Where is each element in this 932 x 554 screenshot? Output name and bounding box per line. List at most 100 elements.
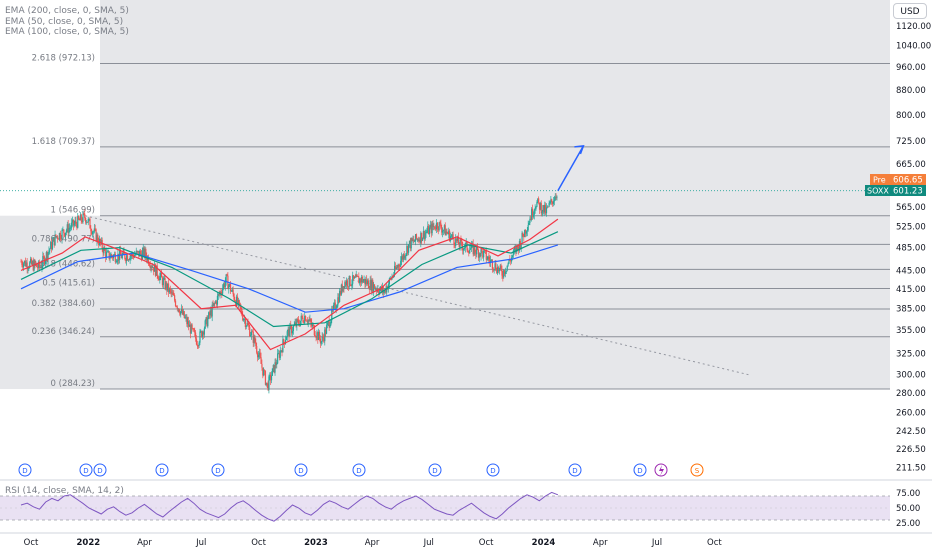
candle-body[interactable] — [338, 297, 340, 303]
candle-body[interactable] — [339, 290, 342, 295]
candle-body[interactable] — [274, 362, 276, 373]
candle-body[interactable] — [260, 357, 262, 364]
candle-body[interactable] — [114, 253, 116, 262]
candle-body[interactable] — [190, 324, 192, 334]
candle-body[interactable] — [153, 264, 156, 272]
candle-body[interactable] — [359, 278, 362, 283]
candle-body[interactable] — [34, 261, 36, 265]
candle-body[interactable] — [318, 331, 320, 341]
candle-body[interactable] — [541, 211, 543, 214]
candle-body[interactable] — [522, 232, 524, 237]
candle-body[interactable] — [350, 285, 352, 287]
candle-body[interactable] — [273, 365, 275, 373]
currency-button[interactable]: USD — [893, 3, 927, 19]
candle-body[interactable] — [491, 259, 493, 269]
dividend-marker-icon[interactable] — [633, 463, 647, 477]
candle-body[interactable] — [407, 244, 410, 253]
candle-body[interactable] — [315, 336, 317, 338]
candle-body[interactable] — [512, 250, 514, 256]
candle-body[interactable] — [538, 202, 541, 210]
candle-body[interactable] — [21, 261, 23, 265]
candle-body[interactable] — [224, 281, 226, 288]
candle-body[interactable] — [75, 220, 77, 224]
candle-body[interactable] — [57, 236, 59, 239]
candle-body[interactable] — [188, 324, 191, 327]
candle-body[interactable] — [54, 234, 56, 246]
candle-body[interactable] — [269, 374, 271, 377]
candle-body[interactable] — [445, 231, 447, 236]
candle-body[interactable] — [355, 274, 357, 278]
candle-body[interactable] — [423, 231, 425, 240]
candle-body[interactable] — [397, 264, 399, 268]
candle-body[interactable] — [532, 214, 535, 217]
candle-body[interactable] — [427, 225, 429, 232]
candle-body[interactable] — [529, 218, 531, 223]
candle-body[interactable] — [366, 279, 368, 285]
candle-body[interactable] — [166, 282, 168, 291]
candle-body[interactable] — [324, 329, 326, 342]
candle-body[interactable] — [284, 340, 287, 345]
candle-body[interactable] — [85, 221, 88, 223]
candle-body[interactable] — [251, 331, 253, 333]
candle-body[interactable] — [479, 253, 481, 257]
candle-body[interactable] — [193, 328, 195, 332]
candle-body[interactable] — [86, 221, 88, 223]
candle-body[interactable] — [311, 322, 313, 327]
candle-body[interactable] — [229, 283, 232, 292]
candle-body[interactable] — [416, 238, 418, 240]
candle-body[interactable] — [288, 328, 290, 337]
candle-body[interactable] — [371, 280, 373, 291]
dividend-marker-icon[interactable] — [486, 463, 500, 477]
candle-body[interactable] — [539, 203, 541, 210]
candle-body[interactable] — [91, 231, 93, 235]
candle-body[interactable] — [221, 293, 223, 295]
candle-body[interactable] — [531, 208, 533, 220]
candle-body[interactable] — [442, 229, 445, 231]
candle-body[interactable] — [410, 238, 412, 249]
candle-body[interactable] — [439, 222, 441, 224]
candle-body[interactable] — [235, 301, 237, 306]
candle-body[interactable] — [336, 305, 338, 308]
candle-body[interactable] — [69, 227, 71, 229]
candle-body[interactable] — [502, 275, 504, 278]
candle-body[interactable] — [36, 264, 38, 268]
candle-body[interactable] — [89, 218, 91, 229]
candle-body[interactable] — [357, 276, 359, 278]
candle-body[interactable] — [444, 225, 446, 236]
candle-body[interactable] — [537, 198, 539, 203]
candle-body[interactable] — [536, 202, 538, 207]
candle-body[interactable] — [333, 302, 335, 306]
candle-body[interactable] — [106, 251, 109, 253]
dividend-marker-icon[interactable] — [18, 463, 32, 477]
candle-body[interactable] — [149, 265, 151, 268]
candle-body[interactable] — [49, 248, 51, 251]
candle-body[interactable] — [469, 249, 471, 254]
candle-body[interactable] — [551, 199, 553, 202]
candle-body[interactable] — [346, 280, 348, 286]
candle-body[interactable] — [305, 320, 308, 322]
candle-body[interactable] — [129, 256, 131, 260]
candle-body[interactable] — [421, 232, 423, 241]
price-axis[interactable] — [890, 0, 932, 550]
candle-body[interactable] — [426, 231, 428, 233]
candle-body[interactable] — [41, 265, 43, 268]
candle-body[interactable] — [354, 276, 356, 278]
candle-body[interactable] — [30, 258, 33, 265]
candle-body[interactable] — [498, 268, 500, 272]
candle-body[interactable] — [477, 249, 480, 258]
candle-body[interactable] — [506, 265, 508, 271]
candle-body[interactable] — [31, 261, 33, 265]
candle-body[interactable] — [247, 322, 249, 326]
candle-body[interactable] — [96, 235, 98, 242]
candle-body[interactable] — [214, 302, 216, 304]
candle-body[interactable] — [58, 232, 61, 240]
candle-body[interactable] — [174, 300, 177, 307]
candle-body[interactable] — [249, 327, 251, 337]
candle-body[interactable] — [142, 247, 144, 252]
candle-body[interactable] — [72, 219, 74, 226]
candle-body[interactable] — [201, 331, 204, 337]
candle-body[interactable] — [192, 328, 194, 330]
candle-body[interactable] — [186, 317, 188, 325]
candle-body[interactable] — [78, 219, 81, 221]
